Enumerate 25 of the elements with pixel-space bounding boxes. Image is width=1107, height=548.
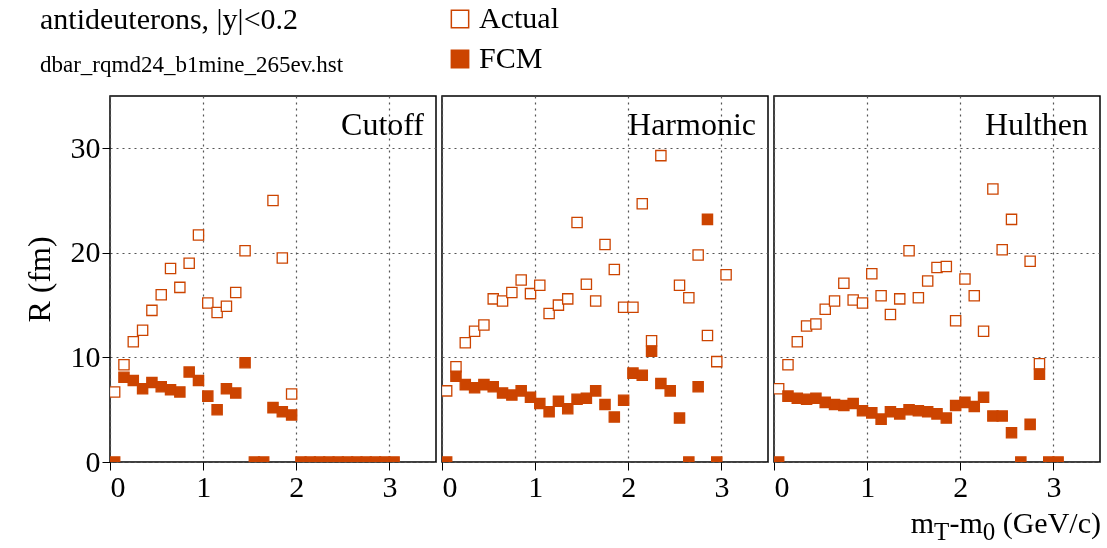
y-tick-label: 20 (70, 235, 101, 269)
x-tick-label: 0 (110, 469, 126, 503)
legend-label: FCM (479, 41, 543, 74)
chart-subtitle: dbar_rqmd24_b1mine_265ev.hst (40, 52, 344, 78)
annotation: Harmonic (628, 106, 756, 142)
y-tick-label: 30 (70, 130, 101, 164)
x-tick-label: 3 (714, 469, 730, 503)
x-tick-label: 1 (860, 469, 876, 503)
x-tick-label: 1 (528, 469, 544, 503)
x-tick-label: 2 (621, 469, 637, 503)
legend-label: Actual (479, 1, 559, 34)
y-tick-label: 10 (70, 339, 101, 373)
x-tick-label: 1 (196, 469, 212, 503)
chart-title: antideuterons, |y|<0.2 (40, 2, 299, 36)
x-axis-title: m$_{T}$-m$_{0}$ (GeV/c) (910, 506, 1101, 546)
y-axis-title: R (fm) (20, 236, 57, 323)
x-tick-label: 2 (953, 469, 969, 503)
x-tick-label: 3 (382, 469, 398, 503)
x-tick-label: 2 (289, 469, 305, 503)
y-tick-label: 0 (85, 444, 101, 478)
x-tick-label: 0 (442, 469, 458, 503)
x-tick-label: 3 (1046, 469, 1062, 503)
annotation: Cutoff (341, 106, 425, 142)
x-tick-label: 0 (774, 469, 790, 503)
annotation: Hulthen (984, 106, 1088, 142)
